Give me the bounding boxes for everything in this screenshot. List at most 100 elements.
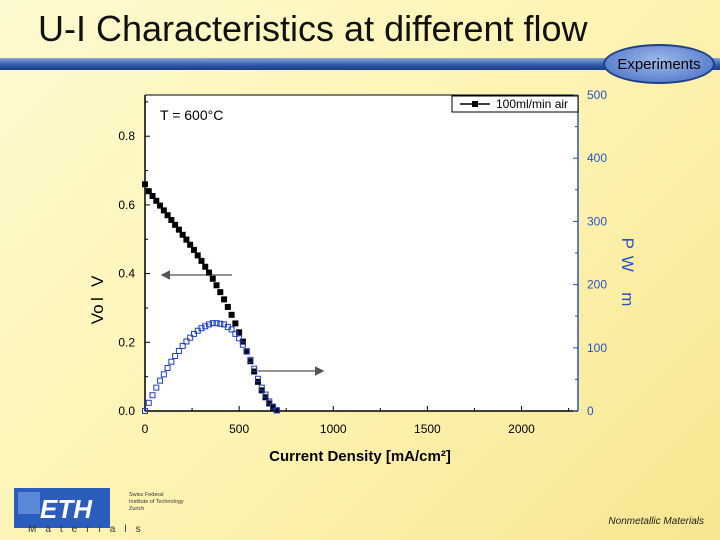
y-right-tick-label: 100 — [587, 341, 607, 355]
y-left-tick-label: 0.6 — [118, 198, 135, 212]
voltage-point — [187, 241, 194, 248]
y-right-tick-label: 300 — [587, 214, 607, 228]
voltage-point — [145, 188, 152, 195]
eth-logo: ETH — [14, 488, 110, 528]
power-point — [213, 320, 220, 327]
power-point — [190, 330, 197, 337]
voltage-point — [239, 338, 246, 345]
y-right-tick-label: 400 — [587, 151, 607, 165]
power-point — [179, 342, 186, 349]
power-point — [232, 330, 239, 337]
slide-title: U-I Characteristics at different flow — [38, 8, 588, 49]
power-point — [254, 375, 261, 382]
y-left-tick-label: 0.4 — [118, 267, 135, 281]
materials-label: Materials — [28, 524, 150, 535]
x-tick-label: 500 — [229, 422, 249, 436]
experiments-badge: Experiments — [603, 44, 715, 84]
y-right-tick-label: 200 — [587, 278, 607, 292]
voltage-point — [168, 217, 175, 224]
eth-institute-text: Swiss Federal Institute of Technology Zu… — [129, 492, 189, 513]
voltage-point — [157, 202, 164, 209]
footer-nonmetallic: Nonmetallic Materials — [608, 516, 704, 527]
eth-line-1: Swiss Federal — [129, 492, 164, 498]
power-point — [157, 377, 164, 384]
y-axis-left-label: Vo l V — [88, 275, 107, 324]
power-point — [266, 398, 273, 405]
eth-line-3: Zurich — [129, 506, 145, 512]
power-point — [228, 326, 235, 333]
power-point — [239, 341, 246, 348]
power-point — [247, 356, 254, 363]
chart-series — [142, 181, 280, 414]
power-point — [153, 384, 160, 391]
voltage-point — [194, 252, 201, 259]
x-axis-label: Current Density [mA/cm²] — [269, 448, 451, 465]
power-point — [243, 348, 250, 355]
power-point — [168, 358, 175, 365]
power-point — [217, 320, 224, 327]
chart-text: T = 600°C Current Density [mA/cm²] Vo l … — [88, 88, 637, 465]
power-point — [198, 325, 205, 332]
voltage-point — [270, 404, 277, 411]
power-point — [258, 384, 265, 391]
power-point — [175, 347, 182, 354]
power-point — [145, 399, 152, 406]
power-point — [164, 365, 171, 372]
voltage-point — [266, 400, 273, 407]
voltage-point — [221, 296, 228, 303]
voltage-point — [190, 246, 197, 253]
power-point — [251, 365, 258, 372]
power-point — [183, 338, 190, 345]
legend-box — [451, 95, 579, 113]
voltage-point — [175, 226, 182, 233]
y-right-tick-label: 500 — [587, 88, 607, 102]
voltage-point — [202, 263, 209, 270]
power-point — [149, 392, 156, 399]
power-point — [273, 407, 280, 414]
voltage-point — [153, 197, 160, 204]
power-point — [262, 391, 269, 398]
power-point — [202, 323, 209, 330]
x-tick-label: 1000 — [320, 422, 347, 436]
plot-area — [145, 95, 578, 411]
x-tick-label: 1500 — [414, 422, 441, 436]
voltage-point — [228, 311, 235, 318]
temperature-annotation: T = 600°C — [160, 107, 223, 123]
voltage-point — [183, 236, 190, 243]
power-point — [270, 403, 277, 410]
legend-marker — [472, 101, 478, 107]
eth-line-2: Institute of Technology — [129, 499, 184, 505]
voltage-point — [232, 320, 239, 327]
voltage-point — [224, 303, 231, 310]
voltage-point — [198, 257, 205, 264]
legend-label: 100ml/min air — [496, 97, 568, 111]
voltage-point — [160, 207, 167, 214]
power-point — [160, 371, 167, 378]
voltage-point — [273, 407, 280, 414]
y-left-tick-label: 0.0 — [118, 404, 135, 418]
voltage-point — [164, 212, 171, 219]
power-point — [187, 334, 194, 341]
voltage-point — [213, 282, 220, 289]
title-bar — [0, 58, 720, 70]
voltage-point — [179, 231, 186, 238]
voltage-point — [149, 192, 156, 199]
voltage-point — [206, 269, 213, 276]
power-point — [236, 335, 243, 342]
power-point — [142, 408, 148, 414]
x-tick-label: 0 — [142, 422, 149, 436]
svg-text:ETH: ETH — [40, 494, 93, 524]
x-tick-label: 2000 — [508, 422, 535, 436]
chart-axes — [144, 94, 579, 412]
y-left-tick-label: 0.8 — [118, 129, 135, 143]
voltage-point — [236, 329, 243, 336]
power-point — [209, 320, 216, 327]
y-left-tick-label: 0.2 — [118, 335, 135, 349]
voltage-point — [243, 348, 250, 355]
voltage-point — [172, 221, 179, 228]
power-point — [172, 353, 179, 360]
voltage-point — [254, 378, 261, 385]
y-right-tick-label: 0 — [587, 404, 594, 418]
power-point — [206, 321, 213, 328]
